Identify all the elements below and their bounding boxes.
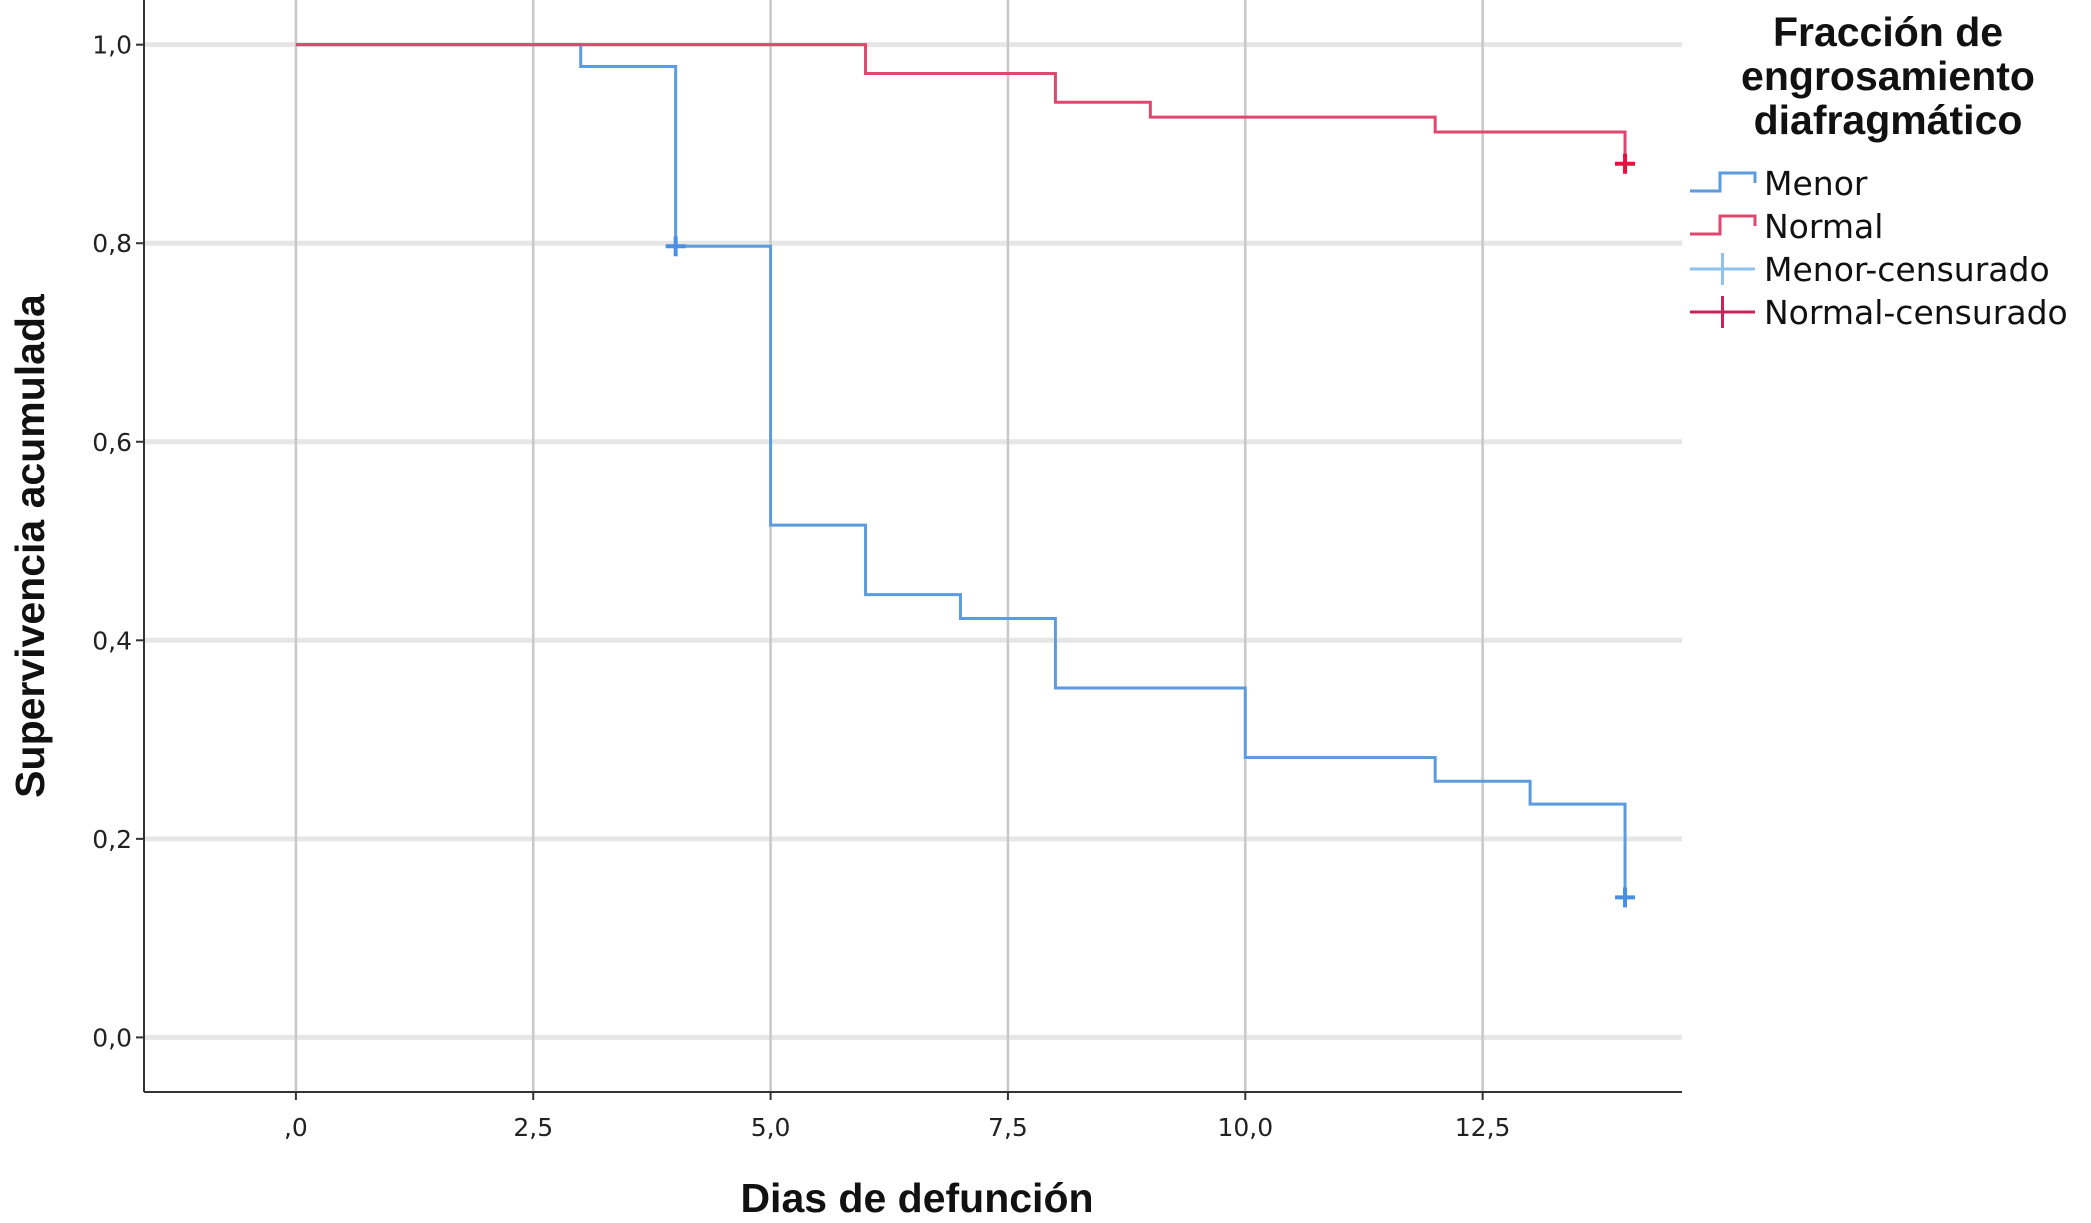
x-axis-title: Dias de defunción bbox=[740, 1175, 1093, 1221]
legend-label: Normal bbox=[1764, 207, 1883, 246]
y-tick-label: 1,0 bbox=[92, 31, 132, 60]
legend-swatch-step bbox=[1690, 171, 1757, 193]
censor-mark-normal bbox=[1615, 153, 1636, 174]
legend-label: Menor-censurado bbox=[1764, 250, 2050, 289]
x-tick-label: 12,5 bbox=[1455, 1113, 1511, 1142]
axis-ticks: ,0 2,5 5,0 7,5 10,0 12,5 0,0 0,2 0,4 0,6 0,8 1,0 bbox=[92, 31, 1510, 1142]
legend-title-line: engrosamiento bbox=[1741, 53, 2035, 99]
legend-title-line: diafragmático bbox=[1754, 97, 2023, 143]
survival-curves bbox=[295, 43, 1636, 908]
gridlines bbox=[144, 0, 1682, 1092]
y-tick-label: 0,4 bbox=[92, 626, 132, 655]
x-tick-label: 2,5 bbox=[513, 1113, 553, 1142]
y-tick-label: 0,6 bbox=[92, 428, 132, 457]
censor-mark-menor bbox=[1615, 887, 1636, 908]
legend-title-line: Fracción de bbox=[1773, 9, 2003, 55]
curve-menor bbox=[295, 43, 1627, 898]
y-tick-label: 0,8 bbox=[92, 229, 132, 258]
x-tick-label: ,0 bbox=[284, 1113, 308, 1142]
legend-swatch-step bbox=[1690, 214, 1757, 236]
x-tick-label: 7,5 bbox=[988, 1113, 1028, 1142]
censor-mark-menor bbox=[665, 236, 686, 257]
legend-label: Menor bbox=[1764, 164, 1868, 203]
x-tick-label: 5,0 bbox=[751, 1113, 791, 1142]
y-tick-label: 0,2 bbox=[92, 825, 132, 854]
y-axis-title: Supervivencia acumulada bbox=[7, 293, 53, 798]
x-tick-label: 10,0 bbox=[1217, 1113, 1273, 1142]
y-tick-label: 0,0 bbox=[92, 1023, 132, 1052]
curve-normal bbox=[295, 43, 1627, 164]
legend-label: Normal-censurado bbox=[1764, 293, 2068, 332]
